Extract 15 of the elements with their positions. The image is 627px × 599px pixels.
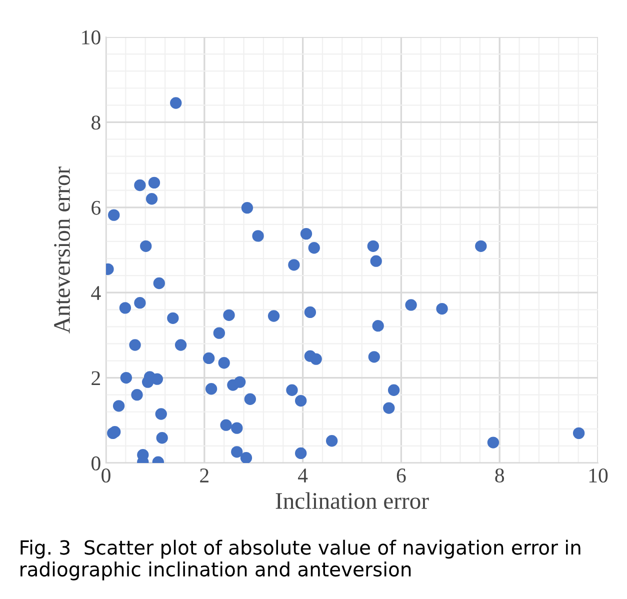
y-tick-label: 8 [92, 116, 100, 130]
x-tick-label: 0 [102, 468, 110, 483]
y-tick-label: 2 [92, 371, 100, 386]
x-tick-label: 2 [200, 468, 208, 482]
y-tick-label: 6 [92, 200, 101, 215]
x-axis-title: Inclination error [276, 492, 429, 509]
x-tick-label: 4 [298, 468, 308, 482]
x-tick-label: 6 [396, 468, 406, 483]
y-tick-label: 10 [82, 30, 100, 44]
x-tick-label: 8 [495, 468, 504, 483]
y-tick-label: 4 [91, 286, 101, 300]
y-tick-label: 0 [92, 456, 100, 470]
x-tick-label: 10 [589, 468, 608, 483]
y-axis-title: Anteversion error [54, 166, 70, 334]
caption: Fig. 3 Scatter plot of absolute value of navigation error in radiographic inclination and anteversion [20, 540, 580, 580]
